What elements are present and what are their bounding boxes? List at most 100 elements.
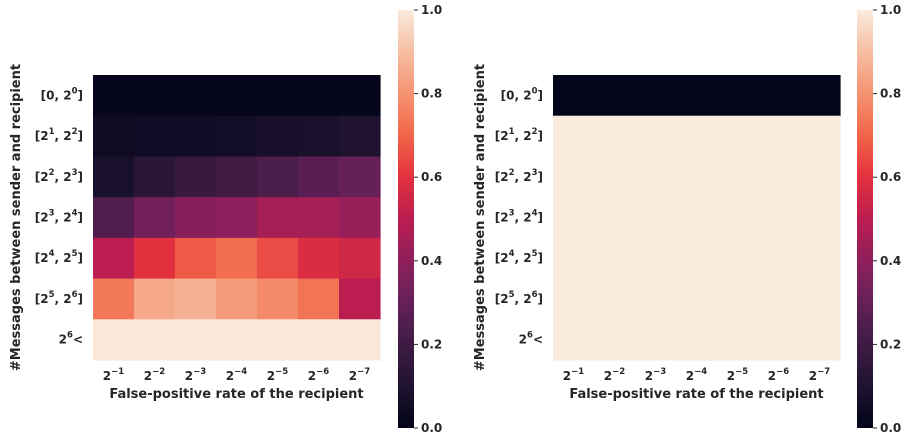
heatmap-cell: [799, 75, 841, 117]
x-tick-label: 2−1: [563, 367, 584, 383]
heatmap-cell: [676, 115, 718, 158]
heatmap-cell: [175, 237, 217, 280]
heatmap-cell: [93, 319, 135, 361]
x-tick-label: 2−5: [727, 367, 748, 383]
heatmap-cell: [175, 156, 217, 198]
colorbar-tick-label: 0.4: [880, 254, 901, 268]
heatmap-cell: [676, 278, 718, 320]
heatmap-cell: [635, 115, 677, 158]
heatmap-cell: [553, 278, 595, 320]
heatmap-cell: [635, 75, 677, 117]
y-axis-label: #Messages between sender and recipient: [9, 64, 24, 371]
heatmap-cell: [257, 156, 299, 198]
colorbar: [857, 10, 873, 428]
heatmap-cell: [553, 197, 595, 239]
heatmap-cell: [175, 319, 217, 361]
heatmap-cell: [594, 75, 636, 117]
heatmap-cell: [553, 75, 595, 117]
heatmap-cell: [216, 75, 258, 117]
heatmap-cell: [553, 319, 595, 361]
heatmap-cell: [298, 278, 340, 320]
heatmap-cell: [298, 319, 340, 361]
heatmap-cell: [758, 156, 800, 198]
heatmap-cell: [594, 319, 636, 361]
heatmap-cell: [758, 278, 800, 320]
heatmap-cell: [799, 237, 841, 280]
heatmap-cell: [635, 156, 677, 198]
heatmap-cell: [93, 197, 135, 239]
heatmap-cell: [594, 237, 636, 280]
heatmap-cell: [758, 75, 800, 117]
y-tick-label: [22, 23]: [495, 168, 543, 184]
y-tick-label: [25, 26]: [495, 290, 543, 306]
heatmap-cell: [175, 75, 217, 117]
heatmap-cell: [134, 237, 176, 280]
heatmap-cell: [216, 115, 258, 158]
heatmap-cell: [758, 237, 800, 280]
heatmap-cell: [717, 278, 759, 320]
heatmap-cell: [93, 156, 135, 198]
heatmap-cell: [216, 319, 258, 361]
heatmap-cell: [175, 197, 217, 239]
heatmap-cell: [676, 75, 718, 117]
heatmap-cell: [93, 115, 135, 158]
heatmap-cell: [298, 197, 340, 239]
heatmap-cell: [216, 156, 258, 198]
colorbar-tick-label: 1.0: [880, 3, 901, 17]
heatmap-cell: [799, 278, 841, 320]
heatmap-cell: [216, 278, 258, 320]
heatmap-cell: [635, 319, 677, 361]
heatmap-cell: [594, 278, 636, 320]
heatmap-cell: [676, 237, 718, 280]
heatmap-cell: [676, 156, 718, 198]
heatmap-cell: [134, 156, 176, 198]
heatmap-cell: [93, 75, 135, 117]
colorbar-tick-label: 0.8: [421, 87, 442, 101]
x-tick-label: 2−3: [185, 367, 206, 383]
colorbar-tick-label: 0.2: [421, 337, 442, 351]
heatmap-cell: [216, 237, 258, 280]
x-axis-label: False-positive rate of the recipient: [569, 387, 823, 402]
y-tick-label: 26<: [59, 331, 83, 347]
colorbar-tick-label: 0.6: [421, 170, 442, 184]
heatmap-cell: [257, 115, 299, 158]
x-tick-label: 2−7: [349, 367, 370, 383]
heatmap-cell: [339, 197, 381, 239]
heatmap-panel-1: [0, 20] [21, 22] [22, 23] [23, 24] [24, 25] […: [9, 3, 442, 435]
x-tick-label: 2−1: [103, 367, 124, 383]
heatmap-cell: [257, 197, 299, 239]
x-tick-label: 2−2: [604, 367, 625, 383]
heatmap-cell: [216, 197, 258, 239]
y-tick-label: [21, 22]: [495, 127, 543, 143]
heatmap-cell: [635, 197, 677, 239]
heatmap-cell: [676, 319, 718, 361]
heatmap-cell: [717, 75, 759, 117]
heatmap-cell: [635, 278, 677, 320]
heatmap-cell: [594, 115, 636, 158]
heatmap-cell: [339, 278, 381, 320]
x-tick-label: 2−2: [144, 367, 165, 383]
y-tick-label: [25, 26]: [35, 290, 83, 306]
heatmap-cell: [676, 197, 718, 239]
x-tick-label: 2−4: [686, 367, 707, 383]
heatmap-cell: [298, 156, 340, 198]
x-tick-label: 2−6: [308, 367, 329, 383]
x-tick-label: 2−6: [768, 367, 789, 383]
heatmap-cell: [594, 156, 636, 198]
heatmap-cell: [134, 278, 176, 320]
heatmap-cell: [257, 319, 299, 361]
heatmap-cell: [758, 115, 800, 158]
heatmap-cell: [257, 75, 299, 117]
heatmap-cell: [298, 75, 340, 117]
heatmap-cell: [175, 278, 217, 320]
y-tick-label: [0, 20]: [41, 86, 83, 102]
heatmap-panel-2: [0, 20] [21, 22] [22, 23] [23, 24] [24, 25] […: [473, 3, 901, 435]
heatmap-cell: [553, 156, 595, 198]
heatmap-cell: [339, 237, 381, 280]
heatmap-cell: [134, 115, 176, 158]
heatmap-cell: [339, 115, 381, 158]
heatmap-cell: [594, 197, 636, 239]
heatmap-cell: [134, 75, 176, 117]
colorbar-tick-label: 1.0: [421, 3, 442, 17]
